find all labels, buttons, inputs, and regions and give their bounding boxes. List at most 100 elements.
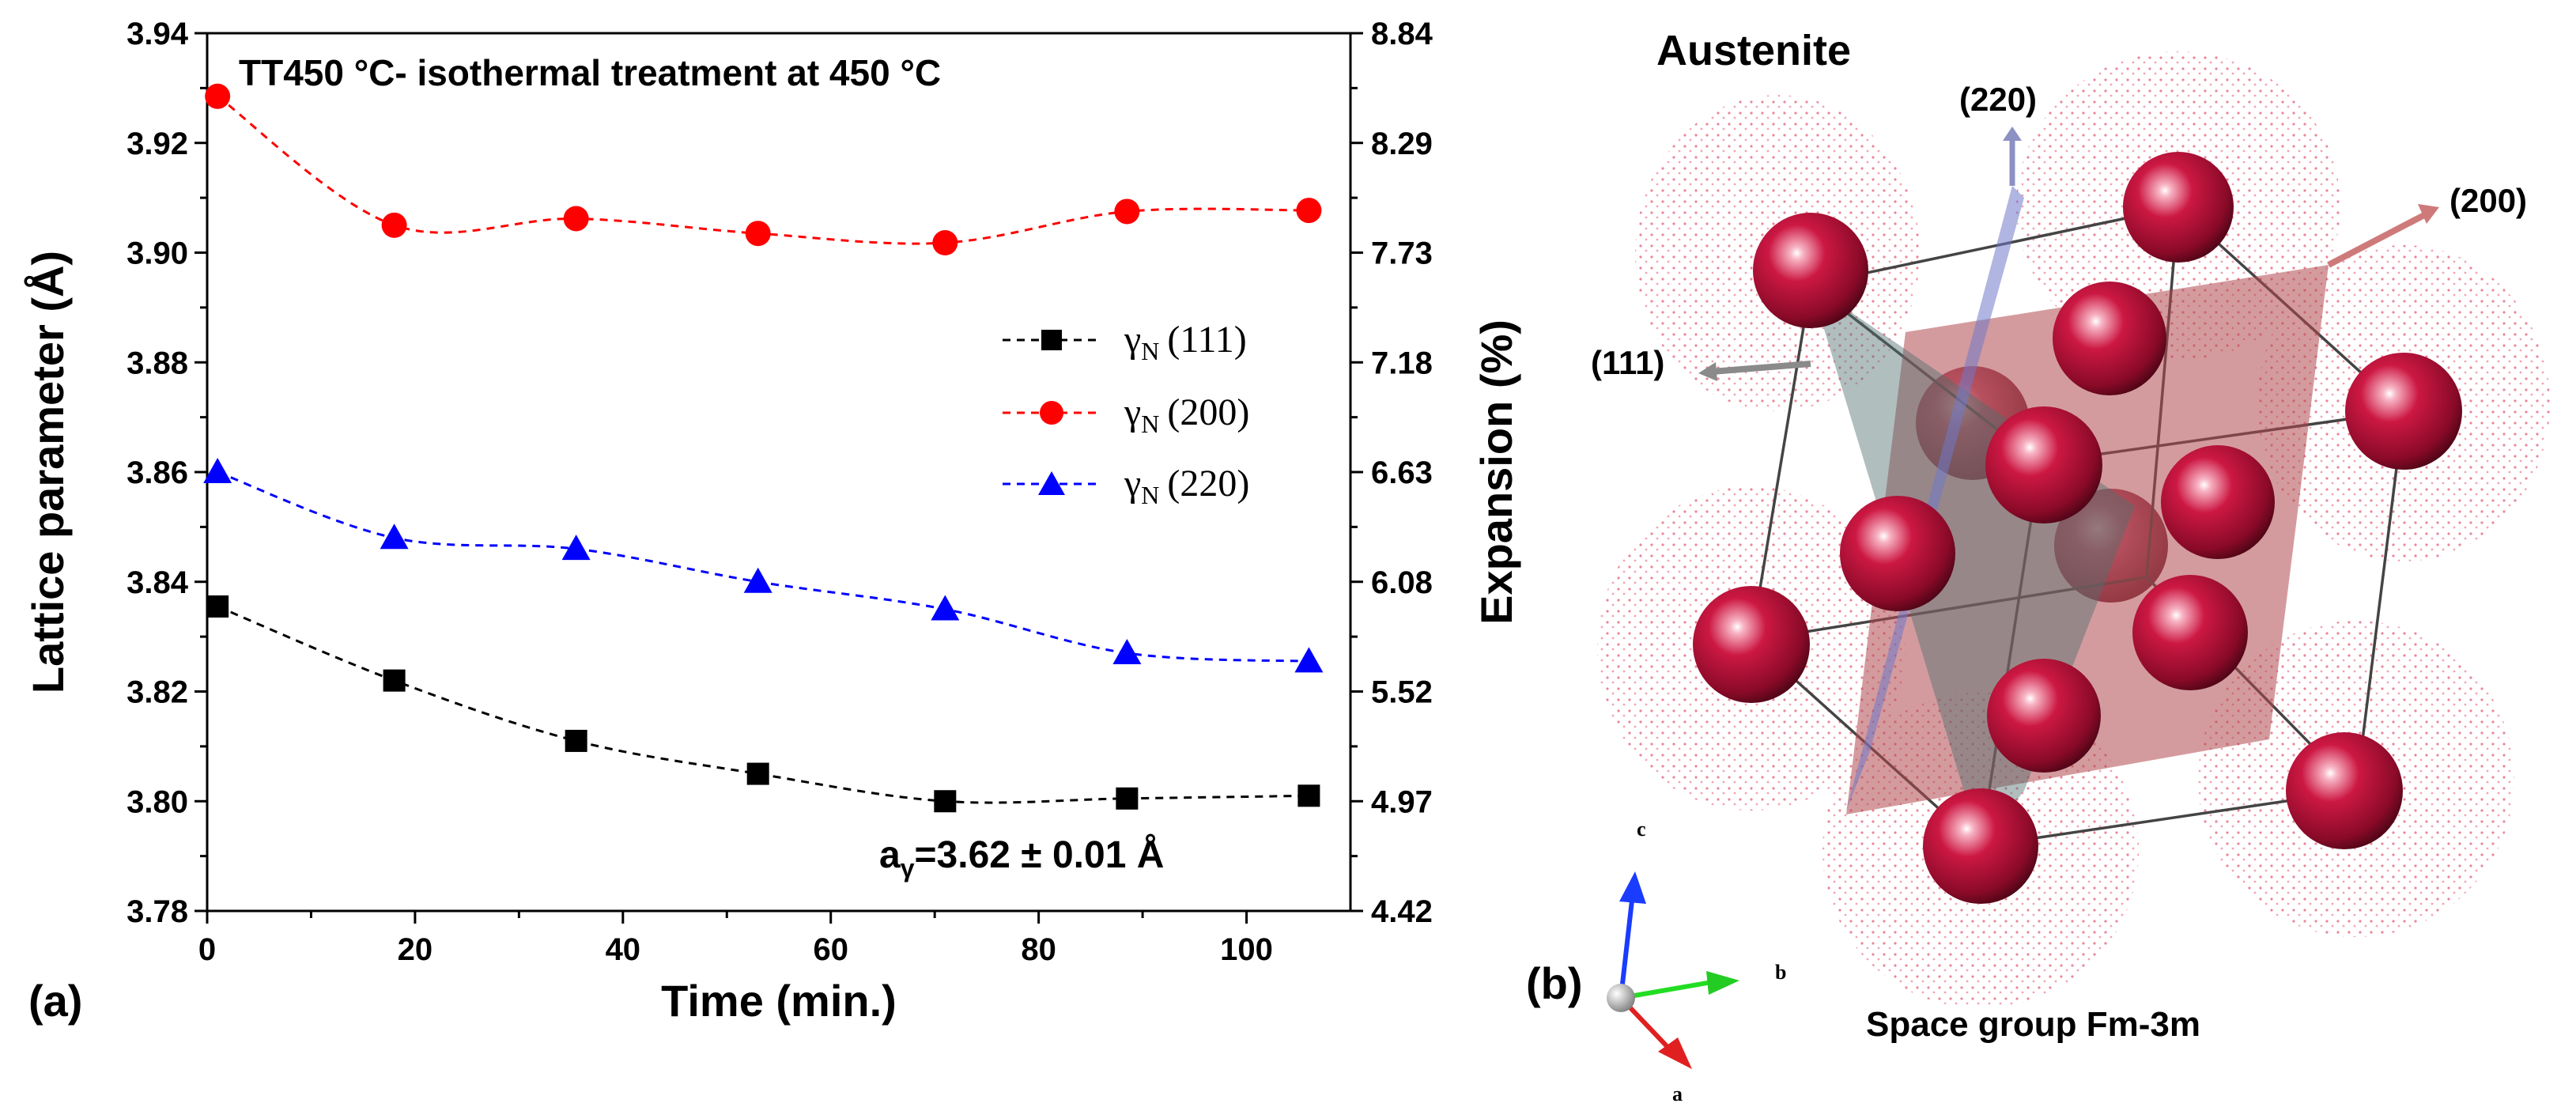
axis-ticks: 0 20 40 60 80 100 3.78 4.42 3.80 4.97 3.82 5.52 3.84… [127, 17, 1433, 967]
legend-tail: (220) [1167, 463, 1249, 504]
legend-gamma: γ [1124, 319, 1141, 361]
y2-tick-label: 8.29 [1371, 127, 1433, 161]
space-group-label: Space group Fm-3m [1866, 1005, 2200, 1044]
data-point-square [1297, 784, 1320, 807]
arrow-111-head [1698, 362, 1717, 381]
axis-b-arrow [1706, 971, 1739, 995]
y2-tick-label: 5.52 [1371, 675, 1433, 710]
origin-ball [1607, 984, 1635, 1012]
y2-axis-label: Expansion (%) [1471, 319, 1521, 625]
y-tick-label: 3.88 [127, 346, 188, 380]
legend-sub: N [1141, 337, 1159, 365]
plane-220 [1846, 186, 2024, 811]
data-point-square [565, 729, 587, 752]
series-group [203, 83, 1324, 813]
y2-tick-label: 4.42 [1371, 894, 1433, 929]
plane-label-111: (111) [1591, 344, 1664, 381]
y2-tick-label: 7.73 [1371, 236, 1433, 271]
lattice-annotation: aγ=3.62 ± 0.01 Å [879, 833, 1164, 882]
x-tick-label: 60 [813, 932, 848, 967]
panel-a-label: (a) [28, 976, 82, 1026]
data-point-triangle [1112, 638, 1142, 664]
y-tick-label: 3.84 [127, 565, 189, 600]
annotation-main: a [879, 834, 901, 876]
atom [2132, 575, 2248, 690]
legend-marker-circle [1040, 401, 1063, 425]
arrow-200-head [2418, 204, 2439, 224]
data-point-circle [563, 206, 589, 232]
atom [1753, 213, 1868, 328]
arrow-220-head [2003, 127, 2022, 141]
legend-tail: (111) [1167, 319, 1246, 361]
data-point-circle [1296, 198, 1322, 224]
data-point-circle [745, 221, 771, 247]
atom [2161, 445, 2275, 559]
data-point-square [1116, 787, 1139, 810]
annotation-sub: γ [901, 854, 915, 882]
legend-marker-square [1041, 330, 1062, 350]
data-point-triangle [380, 523, 409, 550]
atom [2123, 152, 2234, 263]
arrow-200 [2327, 210, 2429, 268]
y2-tick-label: 7.18 [1371, 346, 1433, 380]
legend-item-220: γN (220) [1003, 463, 1249, 509]
x-tick-label: 80 [1021, 932, 1056, 967]
chart-title: TT450 °C- isothermal treatment at 450 °C [239, 52, 941, 93]
x-tick-label: 100 [1220, 932, 1273, 967]
data-point-square [383, 669, 406, 692]
data-point-circle [205, 83, 231, 109]
y2-tick-label: 8.84 [1371, 17, 1433, 51]
atom [1985, 406, 2102, 523]
axis-c-line [1618, 893, 1635, 999]
x-tick-label: 20 [398, 932, 433, 967]
data-point-triangle [561, 535, 591, 561]
axes-triad: c b a [1607, 818, 1786, 1105]
axis-label-a: a [1672, 1083, 1683, 1105]
arrow-111 [1711, 361, 1811, 375]
y-tick-label: 3.90 [127, 236, 188, 271]
svg-text:γN(111): γN (111) [1124, 319, 1247, 365]
data-point-triangle [203, 458, 232, 483]
y2-tick-label: 6.63 [1371, 455, 1433, 490]
y-tick-label: 3.86 [127, 455, 188, 490]
legend-item-200: γN (200) [1003, 391, 1249, 438]
atom [1987, 659, 2101, 773]
data-point-circle [1114, 198, 1140, 225]
data-point-square [206, 595, 229, 618]
axis-b-line [1620, 980, 1713, 1000]
y-axis-label: Lattice parameter (Å) [23, 251, 73, 693]
series-line-1 [217, 95, 1309, 245]
svg-text:γN(200): γN (200) [1124, 391, 1249, 438]
axis-label-b: b [1775, 961, 1786, 984]
crystal-title: Austenite [1656, 27, 1851, 74]
data-point-triangle [1294, 647, 1324, 673]
annotation-tail: =3.62 ± 0.01 Å [915, 833, 1165, 876]
axis-a-arrow [1658, 1037, 1692, 1069]
lattice-parameter-chart: 0 20 40 60 80 100 3.78 4.42 3.80 4.97 3.82 5.52 3.84… [23, 17, 1521, 1026]
legend-item-111: γN (111) [1003, 319, 1247, 365]
y-tick-label: 3.82 [127, 675, 188, 710]
atom [2053, 282, 2166, 395]
data-point-triangle [931, 595, 960, 621]
legend-marker-triangle [1038, 471, 1065, 495]
atom [2345, 353, 2462, 470]
legend: γN (111) γN (200) γN (220) [1003, 319, 1249, 509]
atom [1693, 586, 1810, 703]
legend-sub: N [1141, 410, 1159, 438]
svg-text:γN(220): γN (220) [1124, 463, 1249, 509]
data-point-square [934, 790, 957, 813]
x-tick-label: 40 [606, 932, 641, 967]
y-tick-label: 3.78 [127, 894, 188, 929]
y2-tick-label: 6.08 [1371, 565, 1433, 600]
legend-gamma: γ [1124, 391, 1141, 433]
austenite-crystal: Austenite (220) (200) (111) Space group … [1526, 27, 2550, 1105]
atom [1923, 788, 2038, 904]
y-tick-label: 3.94 [127, 17, 189, 51]
atom [1840, 496, 1955, 611]
atom [2286, 732, 2403, 849]
data-point-square [746, 762, 769, 785]
legend-tail: (200) [1167, 391, 1249, 433]
axis-label-c: c [1637, 818, 1646, 841]
data-point-triangle [743, 567, 772, 593]
